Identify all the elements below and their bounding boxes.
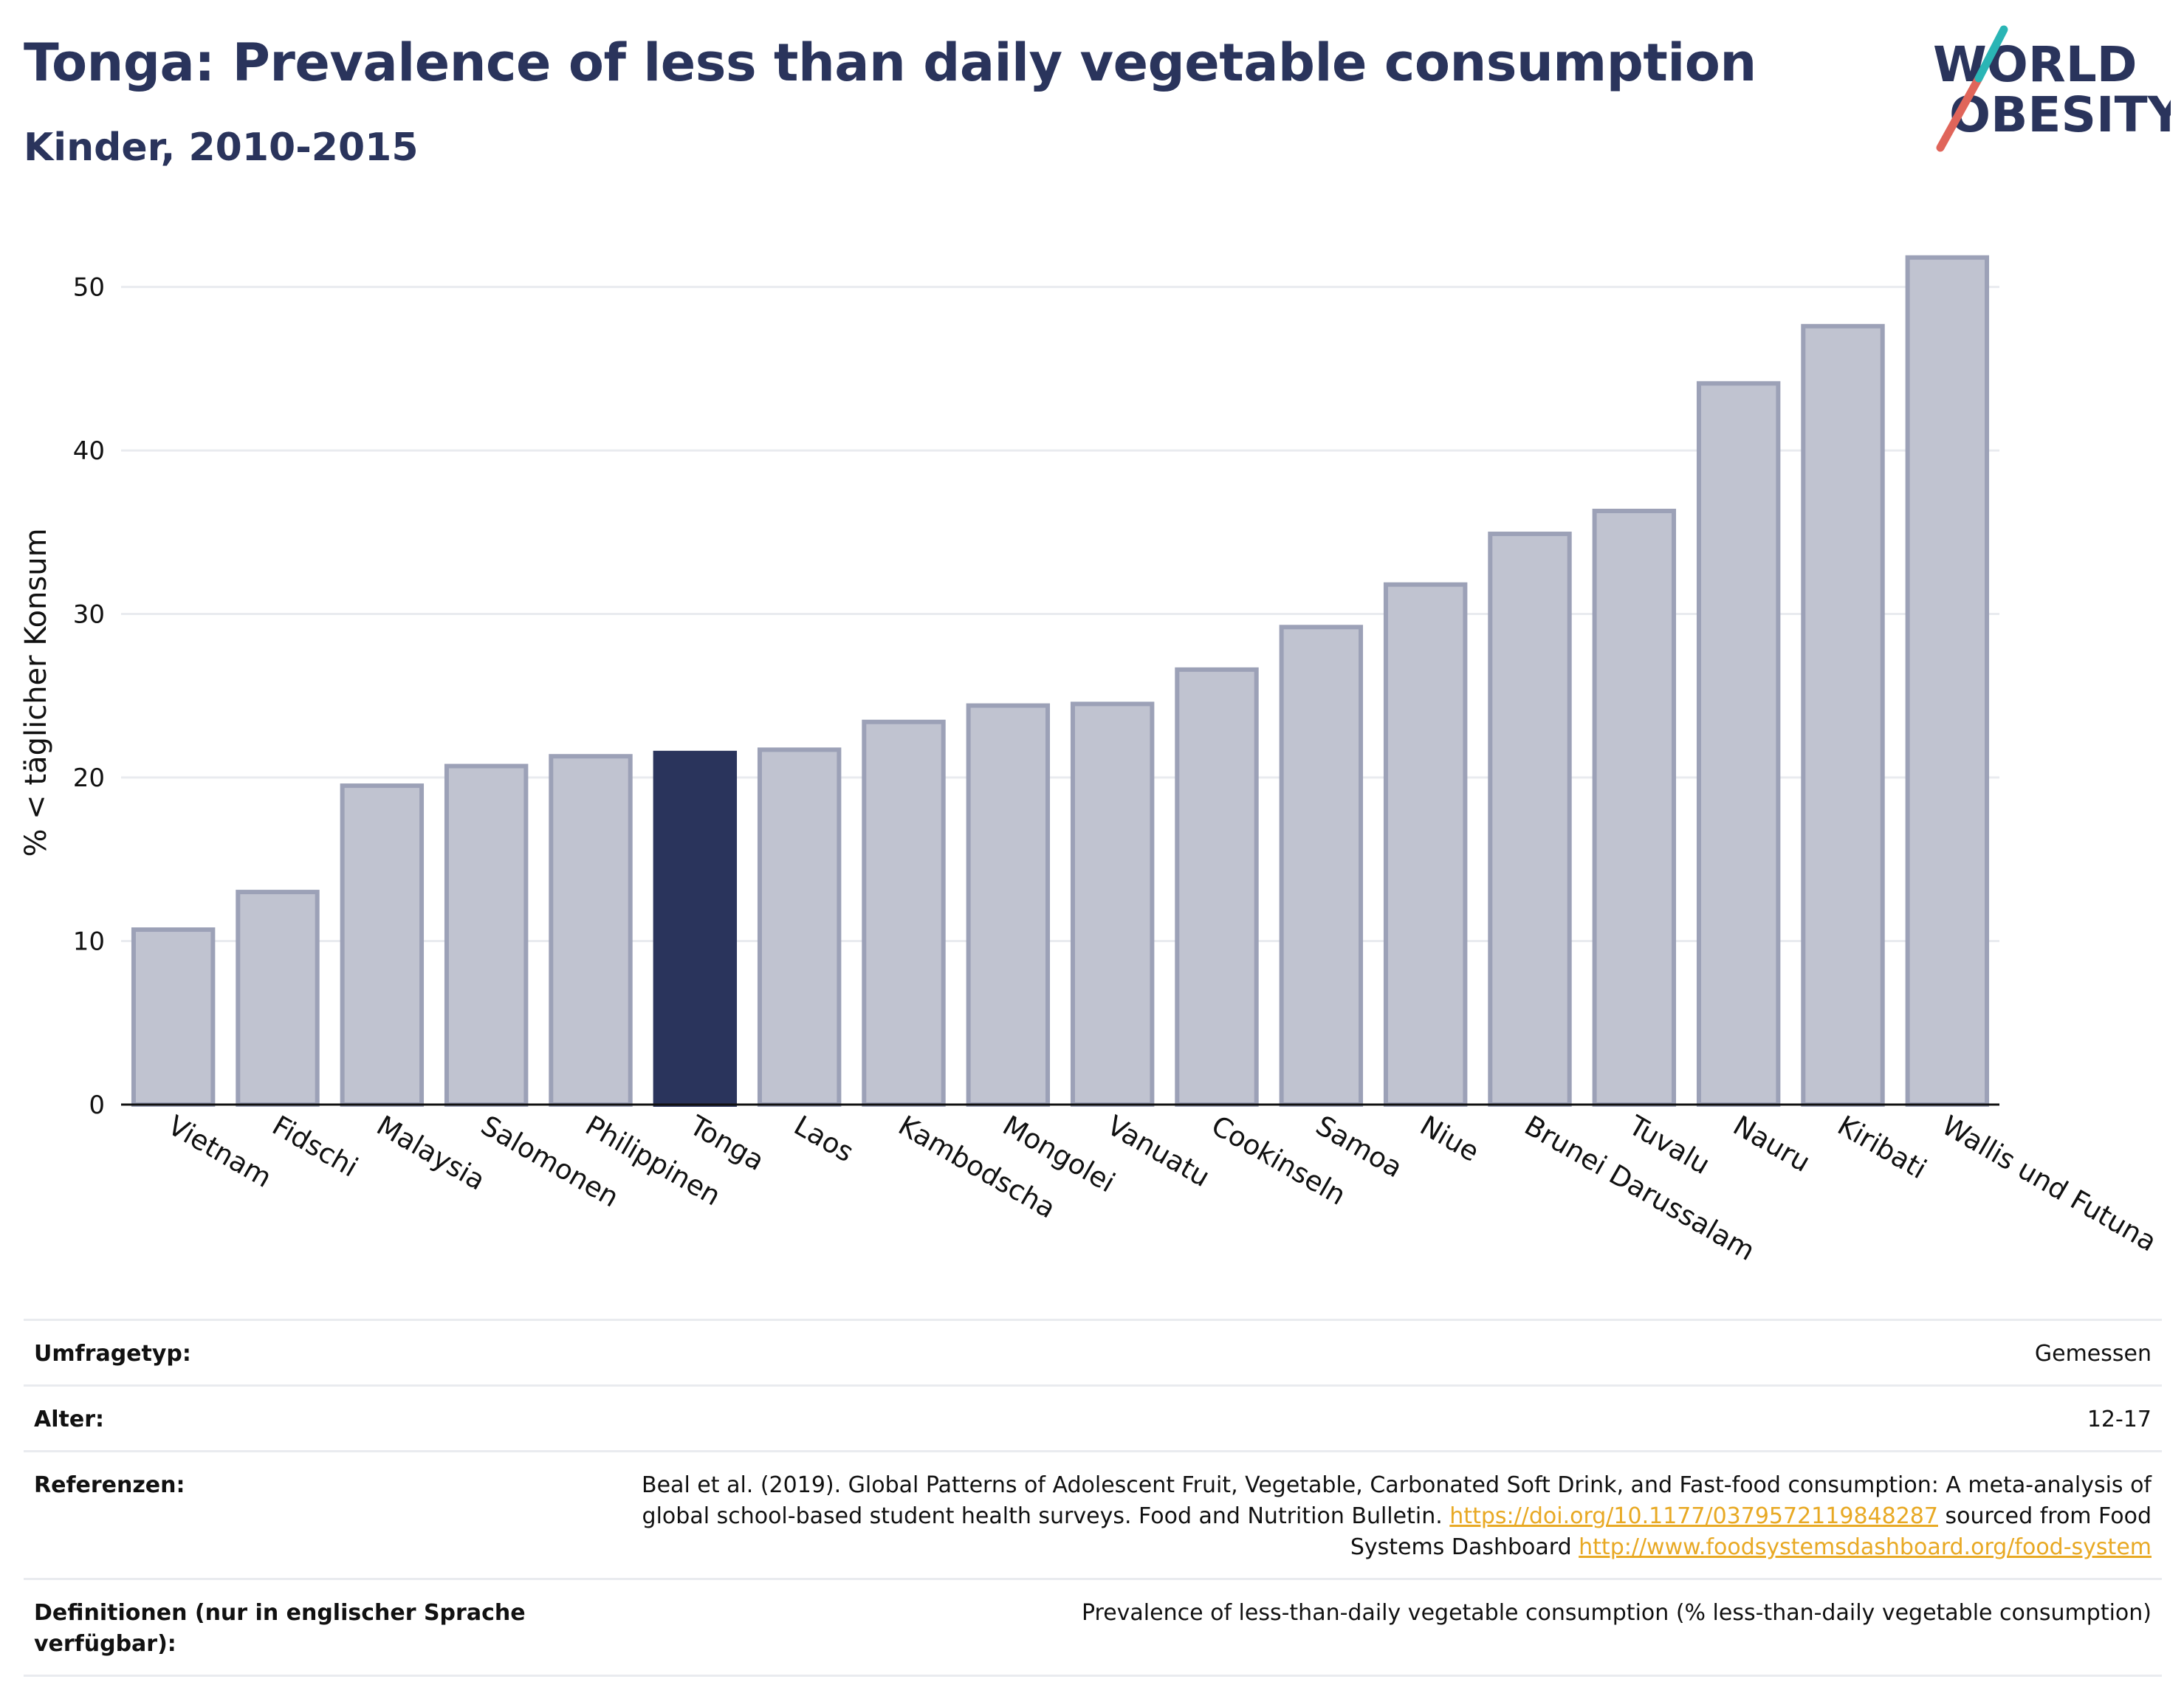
bar-malaysia: [340, 783, 425, 1107]
reference-citation: Beal et al. (2019). Global Patterns of A…: [642, 1472, 2152, 1529]
bar-nauru: [1696, 381, 1781, 1107]
logo-line2: OBESITY: [1949, 86, 2171, 143]
meta-label: Definitionen (nur in englischer Sprache …: [24, 1578, 561, 1677]
bar-philippinen: [549, 754, 633, 1107]
meta-value: Gemessen: [561, 1319, 2162, 1386]
chart-subtitle: Kinder, 2010-2015: [24, 126, 419, 170]
bars: [131, 255, 1990, 1108]
y-tick-label: 20: [73, 763, 105, 793]
bar-vanuatu: [1070, 701, 1155, 1107]
reference-source: sourced from Food Systems Dashboard: [1350, 1503, 2152, 1560]
x-tick-label: Kiribati: [1833, 1110, 1932, 1186]
meta-value: 12-17: [561, 1384, 2162, 1452]
x-tick-label: Fidschi: [267, 1110, 363, 1184]
metadata-table: Umfragetyp: Gemessen Alter: 12-17 Refere…: [24, 1319, 2162, 1677]
y-tick-label: 10: [73, 927, 105, 957]
meta-label: Umfragetyp:: [24, 1319, 561, 1386]
y-tick-label: 30: [73, 600, 105, 630]
bar-vietnam: [131, 927, 216, 1107]
meta-row-references: Referenzen: Beal et al. (2019). Global P…: [24, 1450, 2162, 1579]
bar-tuvalu: [1592, 509, 1677, 1107]
y-axis-ticks: 0 10 20 30 40 50: [73, 273, 105, 1120]
food-systems-link[interactable]: http://www.foodsystemsdashboard.org/food…: [1579, 1534, 2152, 1560]
bar-laos: [757, 747, 842, 1107]
y-tick-label: 40: [73, 436, 105, 466]
bar-brunei-darussalam: [1488, 532, 1572, 1107]
meta-row-definitions: Definitionen (nur in englischer Sprache …: [24, 1578, 2162, 1677]
logo-line1: WORLD: [1933, 36, 2137, 93]
x-tick-label: Vietnam: [162, 1110, 277, 1194]
x-tick-label: Malaysia: [371, 1110, 491, 1197]
x-tick-label: Vanuatu: [1102, 1110, 1215, 1194]
bar-salomonen: [444, 763, 529, 1107]
logo-slash-red: [1936, 74, 1983, 152]
bar-tonga: [653, 750, 738, 1107]
chart-title: Tonga: Prevalence of less than daily veg…: [24, 32, 1757, 93]
bar-kiribati: [1801, 323, 1885, 1107]
meta-row-survey-type: Umfragetyp: Gemessen: [24, 1319, 2162, 1386]
bar-wallis-und-futuna: [1905, 255, 1990, 1107]
bar-mongolei: [966, 703, 1051, 1107]
meta-row-age: Alter: 12-17: [24, 1384, 2162, 1452]
logo-slash-teal: [1974, 25, 2008, 83]
bar-fidschi: [236, 890, 320, 1108]
gridlines: [121, 286, 1999, 943]
meta-value: Prevalence of less-than-daily vegetable …: [561, 1578, 2162, 1677]
references-text: Beal et al. (2019). Global Patterns of A…: [561, 1450, 2162, 1579]
x-tick-label: Nauru: [1728, 1110, 1816, 1178]
world-obesity-logo: WORLD OBESITY: [1933, 25, 2171, 152]
x-tick-label: Niue: [1415, 1110, 1484, 1168]
doi-link[interactable]: https://doi.org/10.1177/0379572119848287: [1449, 1503, 1938, 1529]
meta-label: Alter:: [24, 1384, 561, 1452]
y-axis-title: % < täglicher Konsum: [19, 528, 53, 856]
bar-cookinseln: [1175, 667, 1259, 1107]
bar-niue: [1383, 582, 1468, 1107]
bar-kambodscha: [862, 719, 946, 1107]
y-tick-label: 0: [89, 1091, 105, 1120]
x-tick-label: Laos: [789, 1110, 859, 1169]
bar-samoa: [1279, 625, 1364, 1107]
x-tick-label: Wallis und Futuna: [1937, 1110, 2162, 1258]
meta-label: Referenzen:: [24, 1450, 561, 1579]
y-tick-label: 50: [73, 273, 105, 303]
